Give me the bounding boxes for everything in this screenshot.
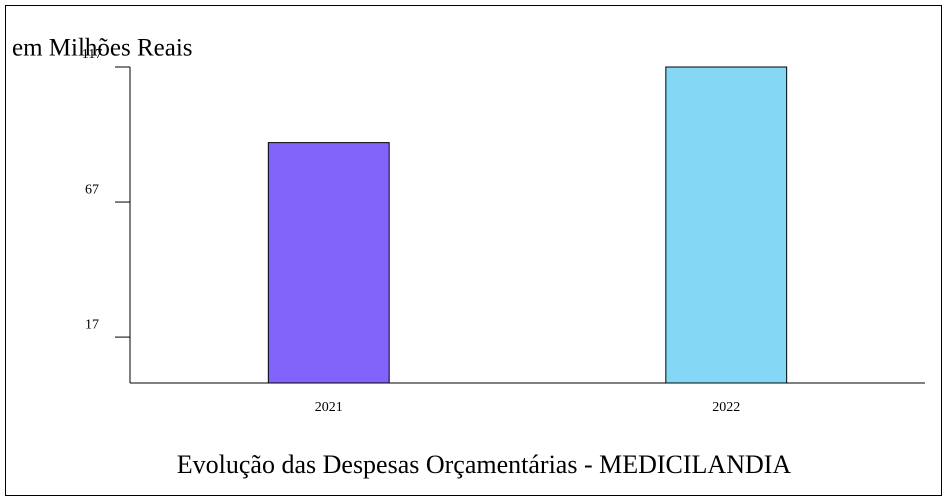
y-tick-label: 117: [82, 47, 102, 62]
y-tick-label: 67: [85, 182, 99, 197]
y-axis-label: em Milhões Reais: [12, 35, 193, 62]
frame: [5, 5, 942, 496]
x-tick-label: 2021: [315, 400, 343, 415]
y-tick-label: 17: [85, 317, 99, 332]
bar: [267, 142, 390, 384]
bar: [665, 66, 788, 384]
x-tick-label: 2022: [712, 400, 740, 415]
chart-title: Evolução das Despesas Orçamentárias - ME…: [177, 450, 792, 479]
